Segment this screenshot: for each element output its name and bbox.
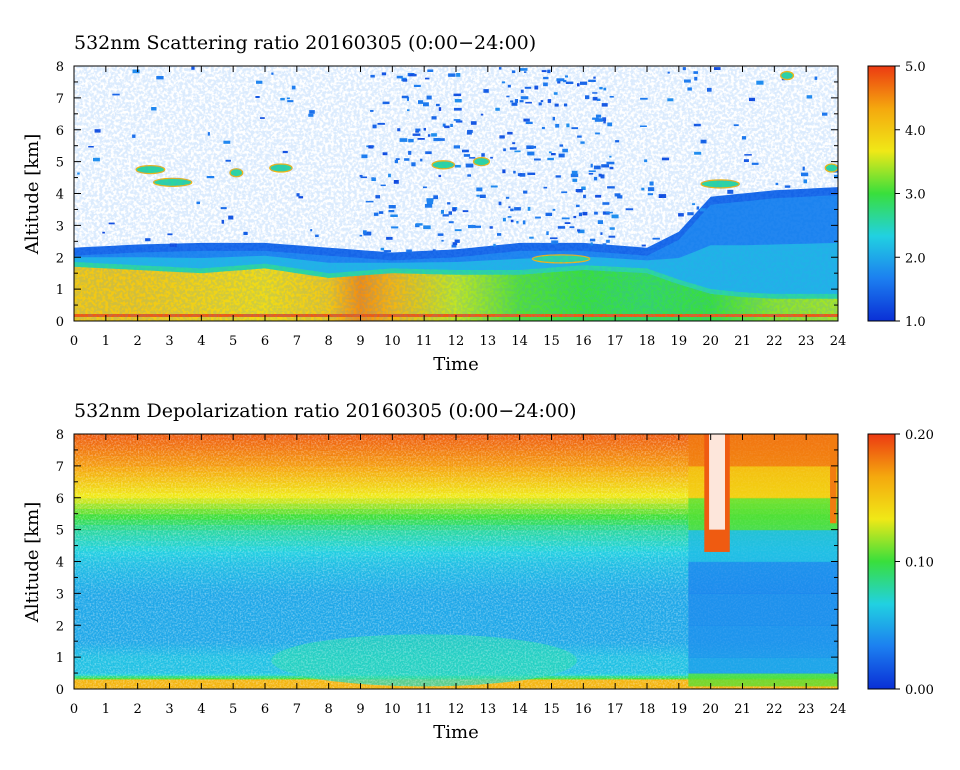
scattering-x-tick-label: 2: [134, 334, 142, 349]
scattering-x-tick-label: 4: [197, 334, 205, 349]
depolarization-x-tick-label: 8: [325, 702, 333, 717]
scattering-y-tick-label: 1: [56, 283, 64, 298]
scattering-x-tick-label: 17: [607, 334, 624, 349]
scattering-x-tick-label: 8: [325, 334, 333, 349]
depolarization-x-tick-label: 11: [416, 702, 433, 717]
east-low-depol-band: [688, 625, 838, 658]
depolarization-x-tick-label: 7: [293, 702, 301, 717]
depolarization-x-tick-label: 13: [480, 702, 497, 717]
east-low-depol-band: [688, 673, 838, 687]
depolarization-y-tick-label: 7: [56, 460, 64, 475]
scattering-x-tick-label: 10: [384, 334, 401, 349]
depolarization-y-tick-label: 0: [56, 683, 64, 698]
depolarization-x-tick-label: 6: [261, 702, 269, 717]
scattering-x-tick-label: 20: [702, 334, 719, 349]
scattering-y-tick-label: 7: [56, 92, 64, 107]
scattering-x-tick-label: 13: [480, 334, 497, 349]
scattering-x-tick-label: 11: [416, 334, 433, 349]
depolarization-colorbar-label: 0.20: [905, 428, 934, 443]
scattering-x-tick-label: 1: [102, 334, 110, 349]
scattering-x-tick-label: 3: [165, 334, 173, 349]
scattering-y-tick-label: 4: [56, 188, 64, 203]
depolarization-x-tick-label: 24: [830, 702, 847, 717]
right-edge-column: [830, 434, 837, 524]
scattering-title: 532nm Scattering ratio 20160305 (0:00−24…: [74, 32, 536, 54]
depolarization-x-tick-label: 17: [607, 702, 624, 717]
depolarization-x-tick-label: 18: [639, 702, 656, 717]
depolarization-x-tick-label: 16: [575, 702, 592, 717]
scattering-colorbar-label: 3.0: [905, 188, 926, 203]
east-low-depol-band: [688, 561, 838, 594]
depolarization-x-tick-label: 4: [197, 702, 205, 717]
depolarization-x-tick-label: 9: [356, 702, 364, 717]
depolarization-x-tick-label: 1: [102, 702, 110, 717]
depolarization-x-tick-label: 21: [734, 702, 751, 717]
depolarization-x-axis-title: Time: [433, 722, 478, 743]
scattering-x-tick-label: 16: [575, 334, 592, 349]
scattering-x-tick-label: 5: [229, 334, 237, 349]
depolarization-x-tick-label: 19: [671, 702, 688, 717]
scattering-ratio-panel: 532nm Scattering ratio 20160305 (0:00−24…: [22, 32, 926, 375]
depolarization-y-tick-label: 4: [56, 556, 64, 571]
scattering-y-tick-label: 2: [56, 251, 64, 266]
scattering-x-tick-label: 7: [293, 334, 301, 349]
depolarization-heatmap: [74, 434, 838, 689]
depolarization-y-axis-title: Altitude [km]: [22, 502, 43, 624]
depolarization-y-tick-label: 5: [56, 524, 64, 539]
scattering-colorbar-label: 4.0: [905, 124, 926, 139]
scattering-x-axis-title: Time: [433, 354, 478, 375]
scattering-y-tick-label: 3: [56, 219, 64, 234]
east-low-depol-band: [688, 593, 838, 626]
scattering-x-tick-label: 9: [356, 334, 364, 349]
scattering-x-tick-label: 12: [448, 334, 465, 349]
depolarization-x-tick-label: 23: [798, 702, 815, 717]
scattering-x-tick-label: 14: [511, 334, 528, 349]
scattering-x-tick-label: 23: [798, 334, 815, 349]
depolarization-x-tick-label: 15: [543, 702, 560, 717]
scattering-heatmap: [74, 66, 838, 321]
depolarization-y-tick-label: 1: [56, 651, 64, 666]
east-low-depol-band: [688, 657, 838, 674]
depolarization-y-tick-label: 3: [56, 587, 64, 602]
scattering-colorbar-label: 1.0: [905, 315, 926, 330]
scattering-x-tick-label: 6: [261, 334, 269, 349]
scattering-y-tick-label: 0: [56, 315, 64, 330]
scattering-y-axis-title: Altitude [km]: [22, 134, 43, 256]
scattering-y-tick-label: 6: [56, 124, 64, 139]
depolarization-x-tick-label: 12: [448, 702, 465, 717]
scattering-y-tick-label: 8: [56, 60, 64, 75]
depolarization-x-tick-label: 20: [702, 702, 719, 717]
scattering-x-tick-label: 22: [766, 334, 783, 349]
depolarization-x-tick-label: 22: [766, 702, 783, 717]
scattering-colorbar-label: 2.0: [905, 251, 926, 266]
scattering-colorbar-label: 5.0: [905, 60, 926, 75]
scattering-y-tick-label: 5: [56, 156, 64, 171]
depolarization-x-tick-label: 5: [229, 702, 237, 717]
depolarization-colorbar-label: 0.10: [905, 556, 934, 571]
depolarization-x-tick-label: 14: [511, 702, 528, 717]
scattering-x-tick-label: 18: [639, 334, 656, 349]
scattering-colorbar: [867, 65, 896, 322]
depolarization-y-tick-label: 2: [56, 619, 64, 634]
depolarization-y-tick-label: 6: [56, 492, 64, 507]
depolarization-x-tick-label: 10: [384, 702, 401, 717]
depolarization-x-tick-label: 0: [70, 702, 78, 717]
scattering-x-tick-label: 15: [543, 334, 560, 349]
depolarization-ratio-panel: 532nm Depolarization ratio 20160305 (0:0…: [22, 400, 934, 743]
depolarization-title: 532nm Depolarization ratio 20160305 (0:0…: [74, 400, 576, 422]
depolarization-x-tick-label: 2: [134, 702, 142, 717]
scattering-x-tick-label: 19: [671, 334, 688, 349]
scattering-x-tick-label: 21: [734, 334, 751, 349]
scattering-x-tick-label: 24: [830, 334, 847, 349]
depolarization-y-tick-label: 8: [56, 428, 64, 443]
scattering-x-tick-label: 0: [70, 334, 78, 349]
no-data-column: [709, 434, 725, 530]
depolarization-colorbar: [867, 433, 896, 690]
depolarization-x-tick-label: 3: [165, 702, 173, 717]
depolarization-colorbar-label: 0.00: [905, 683, 934, 698]
